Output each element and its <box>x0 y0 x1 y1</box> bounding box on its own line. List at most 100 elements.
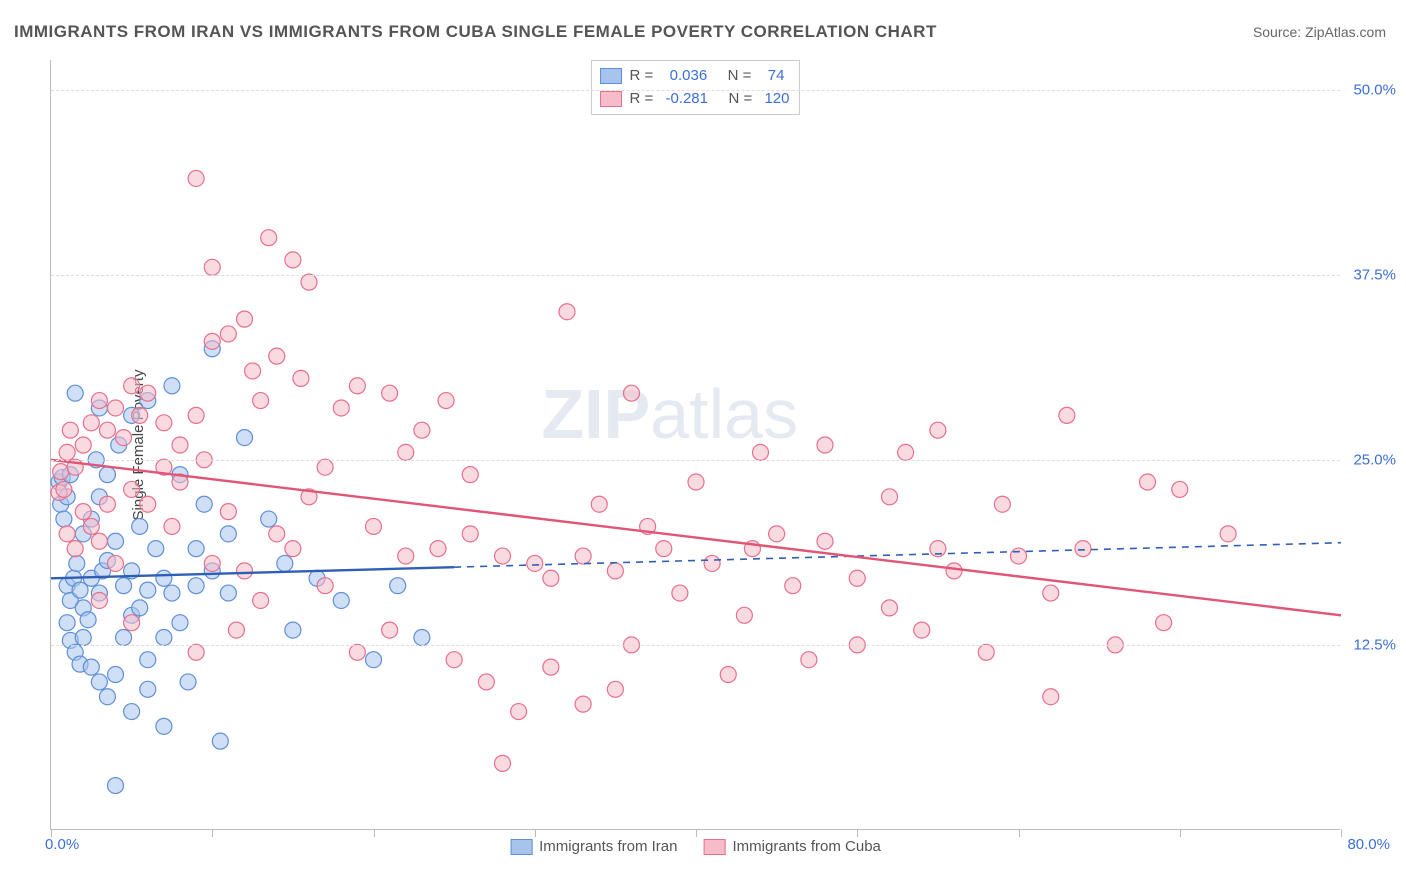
scatter-point-cuba <box>398 444 414 460</box>
scatter-point-cuba <box>704 555 720 571</box>
scatter-point-iran <box>140 681 156 697</box>
x-tick <box>374 829 375 837</box>
swatch-cuba <box>704 839 726 855</box>
series-legend: Immigrants from IranImmigrants from Cuba <box>510 838 881 855</box>
scatter-point-cuba <box>204 333 220 349</box>
scatter-point-cuba <box>293 370 309 386</box>
x-tick <box>1180 829 1181 837</box>
y-tick-label: 37.5% <box>1353 266 1396 283</box>
scatter-point-cuba <box>591 496 607 512</box>
scatter-point-cuba <box>75 504 91 520</box>
scatter-point-cuba <box>67 541 83 557</box>
scatter-point-iran <box>124 704 140 720</box>
scatter-point-cuba <box>462 526 478 542</box>
scatter-point-iran <box>277 555 293 571</box>
scatter-point-cuba <box>656 541 672 557</box>
scatter-point-cuba <box>83 415 99 431</box>
scatter-point-iran <box>108 667 124 683</box>
scatter-point-cuba <box>946 563 962 579</box>
scatter-point-cuba <box>59 526 75 542</box>
scatter-point-cuba <box>99 422 115 438</box>
scatter-point-cuba <box>204 555 220 571</box>
scatter-point-cuba <box>366 518 382 534</box>
y-tick-label: 12.5% <box>1353 636 1396 653</box>
stats-row-cuba: R = -0.281 N = 120 <box>600 88 790 111</box>
scatter-point-cuba <box>285 541 301 557</box>
scatter-point-cuba <box>91 533 107 549</box>
scatter-point-cuba <box>672 585 688 601</box>
x-tick <box>857 829 858 837</box>
scatter-point-iran <box>69 555 85 571</box>
scatter-point-cuba <box>253 592 269 608</box>
scatter-point-cuba <box>83 518 99 534</box>
scatter-point-cuba <box>1043 585 1059 601</box>
scatter-point-iran <box>390 578 406 594</box>
scatter-point-iran <box>140 652 156 668</box>
scatter-point-iran <box>99 689 115 705</box>
scatter-point-iran <box>108 533 124 549</box>
scatter-point-cuba <box>156 415 172 431</box>
scatter-point-cuba <box>301 274 317 290</box>
scatter-point-cuba <box>736 607 752 623</box>
scatter-point-iran <box>99 467 115 483</box>
scatter-point-iran <box>156 570 172 586</box>
scatter-point-cuba <box>769 526 785 542</box>
scatter-point-cuba <box>124 378 140 394</box>
scatter-point-cuba <box>245 363 261 379</box>
scatter-point-cuba <box>188 644 204 660</box>
scatter-point-cuba <box>317 459 333 475</box>
scatter-point-iran <box>172 615 188 631</box>
scatter-point-iran <box>366 652 382 668</box>
stats-row-iran: R = 0.036 N = 74 <box>600 65 790 88</box>
gridline <box>51 460 1340 461</box>
scatter-point-cuba <box>462 467 478 483</box>
scatter-point-cuba <box>1075 541 1091 557</box>
scatter-point-cuba <box>543 659 559 675</box>
scatter-point-iran <box>75 630 91 646</box>
scatter-point-iran <box>285 622 301 638</box>
scatter-point-cuba <box>237 311 253 327</box>
scatter-point-cuba <box>817 533 833 549</box>
gridline <box>51 275 1340 276</box>
scatter-point-cuba <box>446 652 462 668</box>
scatter-point-cuba <box>59 444 75 460</box>
x-tick <box>1019 829 1020 837</box>
scatter-point-cuba <box>349 378 365 394</box>
legend-label: Immigrants from Iran <box>539 838 677 855</box>
scatter-point-iran <box>212 733 228 749</box>
scatter-point-cuba <box>56 481 72 497</box>
scatter-point-cuba <box>398 548 414 564</box>
scatter-point-cuba <box>1140 474 1156 490</box>
x-axis-max-label: 80.0% <box>1347 836 1390 853</box>
swatch-iran <box>510 839 532 855</box>
scatter-point-iran <box>140 582 156 598</box>
scatter-point-cuba <box>253 393 269 409</box>
scatter-point-cuba <box>495 755 511 771</box>
scatter-point-iran <box>56 511 72 527</box>
y-tick-label: 25.0% <box>1353 451 1396 468</box>
scatter-point-iran <box>132 600 148 616</box>
scatter-point-cuba <box>478 674 494 690</box>
scatter-point-cuba <box>930 422 946 438</box>
scatter-point-cuba <box>204 259 220 275</box>
scatter-point-cuba <box>220 326 236 342</box>
scatter-point-cuba <box>261 230 277 246</box>
scatter-point-cuba <box>438 393 454 409</box>
scatter-point-cuba <box>511 704 527 720</box>
scatter-point-cuba <box>1011 548 1027 564</box>
x-axis-min-label: 0.0% <box>45 836 79 853</box>
scatter-point-cuba <box>99 496 115 512</box>
scatter-point-iran <box>414 630 430 646</box>
scatter-point-iran <box>333 592 349 608</box>
scatter-point-iran <box>261 511 277 527</box>
scatter-point-iran <box>196 496 212 512</box>
scatter-point-cuba <box>624 385 640 401</box>
scatter-point-cuba <box>382 385 398 401</box>
scatter-point-iran <box>220 526 236 542</box>
stats-legend-box: R = 0.036 N = 74R = -0.281 N = 120 <box>591 60 801 115</box>
scatter-point-cuba <box>124 615 140 631</box>
scatter-point-iran <box>156 630 172 646</box>
scatter-point-iran <box>156 718 172 734</box>
scatter-point-cuba <box>720 667 736 683</box>
scatter-point-iran <box>237 430 253 446</box>
